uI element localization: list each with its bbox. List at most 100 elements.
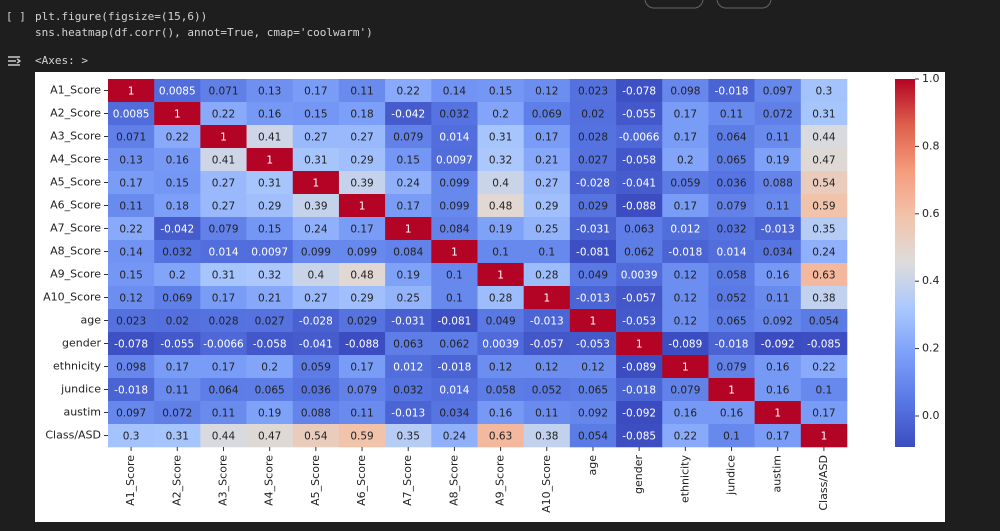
heatmap-cell: [800, 240, 848, 264]
cell-annotation: 0.17: [350, 362, 373, 374]
heatmap-cell: [523, 332, 571, 356]
heatmap-cell: [338, 355, 386, 379]
cell-annotation: 0.13: [258, 86, 281, 98]
heatmap-cell: [569, 332, 617, 356]
cell-annotation: 0.16: [766, 385, 790, 397]
heatmap-cell: [338, 332, 386, 356]
heatmap-cell: [477, 332, 524, 356]
cell-annotation: 0.058: [717, 270, 747, 282]
heatmap-cell: [108, 171, 155, 195]
cell-annotation: 0.1: [538, 247, 555, 259]
heatmap-cell: [385, 424, 432, 448]
heatmap-cell: [108, 378, 155, 402]
cell-annotation: 0.2: [677, 155, 694, 167]
cell-annotation: -0.041: [622, 178, 656, 190]
cell-annotation: 0.48: [350, 270, 373, 282]
cell-annotation: 0.099: [347, 247, 377, 259]
cell-annotation: 0.072: [763, 109, 793, 121]
cell-annotation: 0.27: [535, 178, 558, 190]
heatmap-cell: [523, 424, 571, 448]
cell-annotation: 0.088: [763, 178, 793, 190]
cell-annotation: 0.11: [720, 109, 743, 121]
y-tick-label: A5_Score: [50, 176, 101, 189]
heatmap-cell: [662, 332, 709, 356]
cell-annotation: -0.088: [345, 339, 379, 351]
heatmap-cell: [108, 240, 155, 264]
cell-annotation: 0.059: [301, 362, 331, 374]
heatmap-cell: [754, 240, 802, 264]
toolbar-button[interactable]: [716, 0, 772, 9]
heatmap-cell: [569, 240, 617, 264]
heatmap-cell: [292, 194, 340, 218]
cell-annotation: 0.17: [674, 201, 697, 213]
heatmap-cell: [523, 194, 571, 218]
cell-annotation: 0.21: [535, 155, 558, 167]
heatmap-cell: [154, 240, 201, 264]
cell-annotation: 0.29: [350, 155, 373, 167]
cell-annotation: -0.053: [576, 339, 610, 351]
heatmap-cell: [800, 401, 848, 425]
heatmap-cell: [616, 102, 663, 126]
cell-annotation: 1: [821, 431, 828, 443]
heatmap-cell: [477, 102, 524, 126]
heatmap-cell: [616, 148, 663, 172]
heatmap-cell: [246, 401, 294, 425]
heatmap-cell: [754, 148, 802, 172]
cell-annotation: -0.058: [253, 339, 287, 351]
heatmap-cell: [431, 286, 478, 310]
heatmap-cell: [154, 263, 201, 287]
cell-annotation: 0.092: [763, 316, 793, 328]
cell-annotation: 0.049: [486, 316, 516, 328]
heatmap-cell: [523, 217, 571, 241]
heatmap-cell: [616, 378, 663, 402]
heatmap-cell: [431, 263, 478, 287]
cell-annotation: 0.065: [578, 385, 608, 397]
cell-annotation: 0.084: [393, 247, 423, 259]
cell-annotation: -0.055: [622, 109, 656, 121]
heatmap-cell: [154, 125, 201, 149]
cell-annotation: 0.38: [812, 293, 835, 305]
cell-annotation: 0.099: [439, 178, 469, 190]
heatmap-cell: [385, 263, 432, 287]
heatmap-cell: [523, 355, 571, 379]
heatmap-cell: [154, 332, 201, 356]
y-tick-label: austim: [63, 406, 101, 419]
heatmap-cell: [754, 424, 802, 448]
y-tick-label: age: [81, 314, 102, 327]
heatmap-cell: [569, 401, 617, 425]
heatmap-cell: [754, 401, 802, 425]
cell-annotation: 0.17: [212, 362, 235, 374]
y-tick-label: jundice: [60, 383, 101, 396]
cell-annotation: 0.29: [535, 201, 558, 213]
heatmap-cell: [708, 194, 755, 218]
heatmap-cell: [569, 217, 617, 241]
x-tick-label: A6_Score: [355, 455, 368, 506]
heatmap-cell: [523, 401, 571, 425]
heatmap-cell: [200, 263, 247, 287]
heatmap-cell: [292, 102, 340, 126]
cell-annotation: -0.013: [576, 293, 610, 305]
x-tick-label: Class/ASD: [817, 455, 830, 511]
heatmap-cell: [477, 263, 524, 287]
cell-annotation: 0.59: [812, 201, 835, 213]
cell-annotation: 0.31: [489, 132, 512, 144]
heatmap-cell: [385, 332, 432, 356]
cell-annotation: 0.17: [350, 224, 373, 236]
cell-annotation: 0.18: [166, 201, 189, 213]
heatmap-cell: [108, 194, 155, 218]
output-icon[interactable]: [8, 56, 22, 66]
heatmap-cell: [200, 332, 247, 356]
heatmap-cell: [754, 217, 802, 241]
heatmap-cell: [246, 424, 294, 448]
x-tick-label: A8_Score: [447, 455, 460, 506]
toolbar-button[interactable]: [644, 0, 704, 9]
heatmap-cell: [708, 263, 755, 287]
heatmap-cell: [292, 79, 340, 103]
heatmap-cell: [800, 148, 848, 172]
heatmap-cell: [616, 125, 663, 149]
cell-annotation: 0.27: [212, 201, 235, 213]
run-bracket[interactable]: [ ]: [6, 10, 26, 23]
heatmap-cell: [662, 309, 709, 333]
heatmap-cell: [385, 286, 432, 310]
cell-annotation: 0.14: [443, 86, 467, 98]
